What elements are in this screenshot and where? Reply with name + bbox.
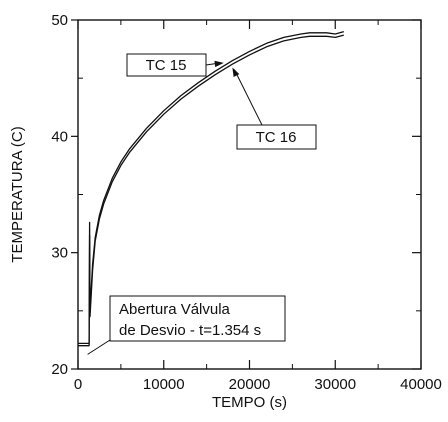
valve-leader-line xyxy=(87,339,111,355)
valve-label-line-2: de Desvio - t=1.354 s xyxy=(119,322,261,339)
valve-label-box xyxy=(109,295,286,342)
annotation-valve-opening: Abertura Válvula de Desvio - t=1.354 s xyxy=(87,295,286,355)
x-tick-label: 40000 xyxy=(400,376,442,393)
x-axis-title: TEMPO (s) xyxy=(212,394,287,411)
series-line-tc-16 xyxy=(78,34,344,347)
x-tick-label: 0 xyxy=(74,376,82,393)
y-tick-label: 20 xyxy=(51,361,68,378)
tc16-arrowhead xyxy=(232,67,240,77)
tc16-label: TC 16 xyxy=(256,129,297,146)
y-axis-title: TEMPERATURA (C) xyxy=(9,126,26,262)
tc15-label: TC 15 xyxy=(146,57,187,74)
y-tick-label: 30 xyxy=(51,245,68,262)
labels-layer: 0 10000 20000 30000 40000 20 30 40 50 xyxy=(51,12,442,393)
tc15-label-box xyxy=(126,53,207,77)
tc16-label-box xyxy=(236,124,317,150)
tc16-leader-line xyxy=(233,69,263,126)
x-tick-label: 30000 xyxy=(314,376,356,393)
y-tick-label: 50 xyxy=(51,12,68,29)
x-tick-label: 20000 xyxy=(229,376,271,393)
y-tick-label: 40 xyxy=(51,128,68,145)
tc15-arrowhead xyxy=(214,60,224,68)
x-tick-label: 10000 xyxy=(143,376,185,393)
annotation-tc15: TC 15 xyxy=(126,53,224,77)
series-layer xyxy=(78,30,344,347)
valve-label-line-1: Abertura Válvula xyxy=(119,301,231,318)
annotation-tc16: TC 16 xyxy=(232,67,317,150)
plot-frame xyxy=(77,19,422,370)
